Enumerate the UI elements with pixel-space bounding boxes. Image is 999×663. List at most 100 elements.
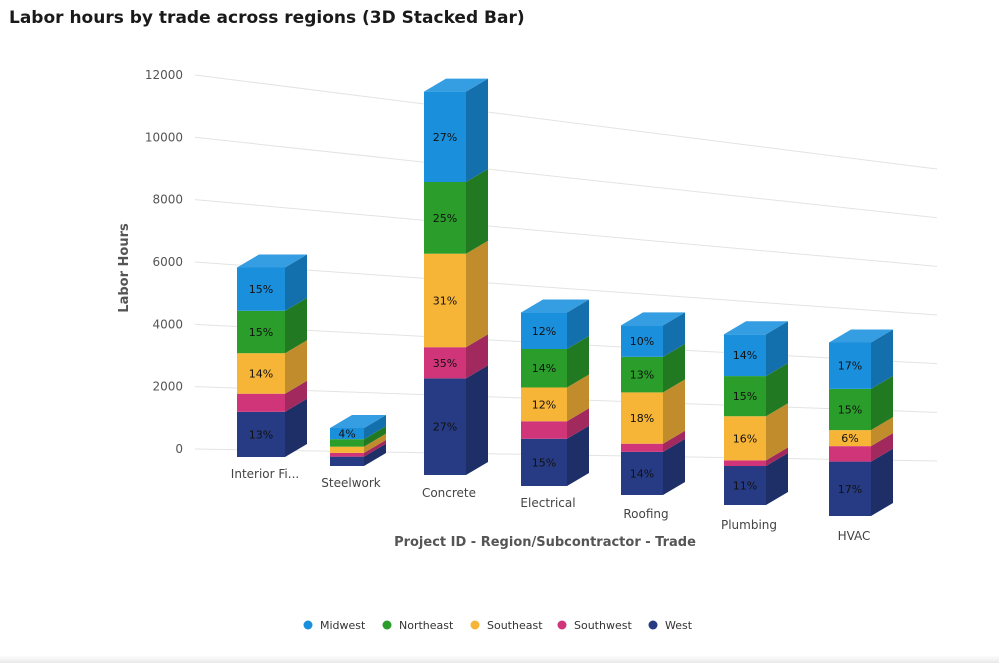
bar-segment xyxy=(521,438,567,486)
bar-segment-side xyxy=(871,375,893,431)
legend-item[interactable]: Southeast xyxy=(470,619,544,632)
bar-segment xyxy=(724,416,766,461)
bar-segment-side xyxy=(871,417,893,447)
gridline xyxy=(194,199,938,267)
bar-segment-side xyxy=(567,374,589,422)
data-label: 14% xyxy=(733,349,757,362)
bar-segment-side xyxy=(364,426,386,447)
bar-segment xyxy=(829,430,871,447)
bar-segment xyxy=(237,353,285,394)
bar-segment-side xyxy=(567,408,589,439)
legend-item[interactable]: West xyxy=(648,619,693,632)
legend-label: Southwest xyxy=(574,619,632,632)
y-tick-label: 12000 xyxy=(145,68,183,82)
x-tick-label: HVAC xyxy=(838,529,871,543)
bar-segment xyxy=(724,460,766,466)
gridline xyxy=(194,261,938,316)
bar-segment xyxy=(424,378,466,475)
bar-segment xyxy=(521,421,567,439)
bar-segment xyxy=(237,310,285,354)
bar-segment xyxy=(330,446,364,453)
bar-segment xyxy=(724,334,766,377)
bar-segment-side xyxy=(364,443,386,466)
bar-segment-side xyxy=(871,329,893,389)
data-label: 15% xyxy=(532,456,556,469)
data-label: 14% xyxy=(249,367,273,380)
bar-segment xyxy=(424,253,466,348)
y-tick-label: 10000 xyxy=(145,130,183,144)
legend-marker xyxy=(382,620,392,630)
bar-segment xyxy=(424,347,466,379)
bar-stack: 17% 6% 15% 17% xyxy=(829,329,893,516)
x-tick-label: Roofing xyxy=(623,507,668,521)
x-tick-label: Interior Fi... xyxy=(231,467,299,481)
bar-segment xyxy=(424,182,466,254)
bar-segment xyxy=(237,267,285,311)
bar-segment xyxy=(330,456,364,466)
bar-segment-side xyxy=(663,379,685,444)
bar-top-face xyxy=(237,254,307,268)
bar-segment-side xyxy=(466,365,488,475)
bar-segment xyxy=(829,388,871,431)
bar-segment-side xyxy=(567,425,589,486)
bar-segment-side xyxy=(285,254,307,311)
bar-top-face xyxy=(330,414,386,428)
bar-stack: 13% 14% 15% 15% xyxy=(237,254,307,457)
y-axis-title: Labor Hours xyxy=(117,223,132,313)
bar-segment-side xyxy=(567,335,589,388)
bar-stack: 14% 18% 13% 10% xyxy=(621,312,685,495)
bar-segment xyxy=(330,439,364,447)
bar-segment-side xyxy=(871,448,893,516)
data-label: 27% xyxy=(433,131,457,144)
bar-segment xyxy=(724,376,766,417)
x-tick-label: Electrical xyxy=(520,496,575,510)
y-tick-label: 2000 xyxy=(152,380,183,394)
bar-segment xyxy=(829,446,871,462)
bar-segment xyxy=(424,91,466,183)
bar-segment-side xyxy=(663,430,685,452)
bar-segment xyxy=(829,461,871,516)
y-axis-ticks: 0 2000 4000 6000 8000 10000 12000 xyxy=(145,68,183,456)
legend: Midwest Northeast Southeast Southwest West xyxy=(303,619,693,632)
data-label: 31% xyxy=(433,294,457,307)
legend-marker xyxy=(303,620,313,630)
bar-segment-side xyxy=(766,447,788,466)
bar-segment xyxy=(521,348,567,388)
legend-item[interactable]: Midwest xyxy=(303,619,367,632)
data-label: 17% xyxy=(838,483,862,496)
bar-segment xyxy=(237,411,285,457)
data-label: 11% xyxy=(733,479,757,492)
legend-label: West xyxy=(665,619,693,632)
bar-segment-side xyxy=(766,403,788,461)
y-tick-label: 4000 xyxy=(152,317,183,331)
bar-segment xyxy=(330,452,364,457)
bar-stack: 15% 12% 14% 12% xyxy=(521,299,589,486)
data-label: 13% xyxy=(249,428,273,441)
legend-marker xyxy=(557,620,567,630)
bar-segment xyxy=(521,312,567,349)
footer-bar xyxy=(0,655,999,663)
x-tick-label: Steelwork xyxy=(321,476,381,490)
data-label: 10% xyxy=(630,335,654,348)
bar-segment-side xyxy=(285,297,307,354)
x-axis-categories: Interior Fi... Steelwork Concrete Electrica… xyxy=(231,467,871,543)
bar-segment xyxy=(621,356,663,393)
bar-segment-side xyxy=(364,433,386,453)
gridline xyxy=(194,74,938,170)
data-label: 25% xyxy=(433,212,457,225)
bar-segment-side xyxy=(364,439,386,457)
bar-stack: 27% 35% 31% 25% 27% xyxy=(424,78,488,475)
legend-item[interactable]: Northeast xyxy=(382,619,455,632)
bar-segment xyxy=(724,465,766,505)
bar-segment-side xyxy=(766,452,788,505)
legend-label: Southeast xyxy=(487,619,543,632)
bar-segment-side xyxy=(285,380,307,412)
legend-marker xyxy=(648,620,658,630)
legend-label: Northeast xyxy=(399,619,454,632)
data-label: 13% xyxy=(630,369,654,382)
x-tick-label: Concrete xyxy=(422,486,476,500)
legend-item[interactable]: Southwest xyxy=(557,619,633,632)
bar-segment-side xyxy=(285,340,307,394)
legend-label: Midwest xyxy=(320,619,366,632)
